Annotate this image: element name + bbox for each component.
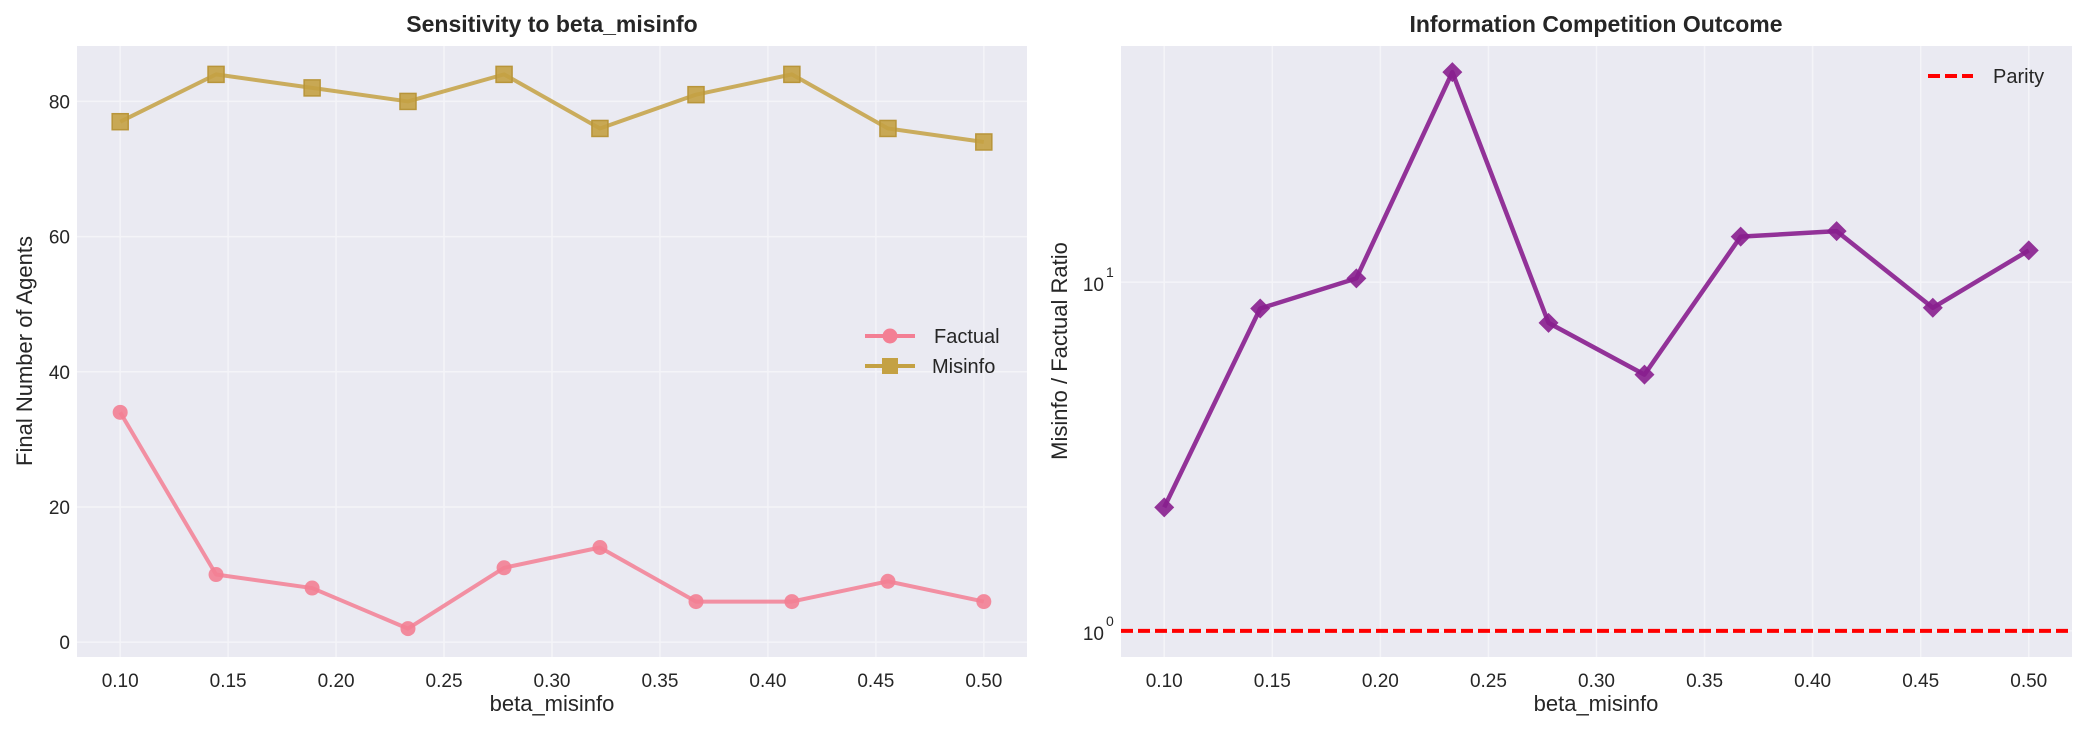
legend-item-factual: Factual bbox=[865, 326, 1000, 348]
data-point bbox=[1826, 221, 1847, 242]
y-tick-label: 40 bbox=[49, 363, 70, 384]
data-point bbox=[304, 580, 320, 596]
y-tick-exponent: 0 bbox=[1106, 613, 1114, 629]
data-point bbox=[1634, 364, 1655, 385]
right-grid bbox=[1121, 46, 2072, 657]
data-point bbox=[1442, 62, 1463, 83]
right-series bbox=[1154, 62, 2039, 518]
data-point bbox=[687, 85, 705, 104]
series-line-misinfo bbox=[119, 72, 985, 144]
left-y-axis-label: Final Number of Agents bbox=[12, 236, 37, 466]
right-legend: Parity bbox=[1928, 66, 2044, 88]
square-marker-icon bbox=[882, 358, 898, 374]
data-point bbox=[208, 567, 224, 583]
data-point bbox=[1250, 298, 1271, 319]
left-x-ticks: 0.10 0.15 0.20 0.25 0.30 0.35 0.40 0.45 0.50 bbox=[102, 671, 1003, 692]
data-point bbox=[400, 621, 416, 637]
legend-label-parity: Parity bbox=[1993, 66, 2044, 88]
x-tick-label: 0.45 bbox=[1902, 671, 1939, 692]
data-point bbox=[2018, 240, 2039, 261]
data-point bbox=[496, 560, 512, 576]
data-point bbox=[688, 594, 704, 610]
data-point bbox=[111, 112, 129, 131]
y-tick-label: 10 bbox=[1083, 624, 1104, 645]
legend-label-misinfo: Misinfo bbox=[932, 356, 995, 378]
x-tick-label: 0.20 bbox=[318, 671, 355, 692]
y-tick-label: 20 bbox=[49, 498, 70, 519]
right-chart-title: Information Competition Outcome bbox=[1409, 11, 1782, 37]
y-tick-label: 0 bbox=[59, 633, 70, 654]
right-y-axis-label: Misinfo / Factual Ratio bbox=[1047, 242, 1072, 460]
x-tick-label: 0.30 bbox=[1578, 671, 1615, 692]
y-tick-label: 80 bbox=[49, 92, 70, 113]
x-tick-label: 0.50 bbox=[965, 671, 1002, 692]
x-tick-label: 0.35 bbox=[641, 671, 678, 692]
left-legend: Factual Misinfo bbox=[865, 326, 1000, 378]
data-point bbox=[592, 540, 608, 556]
data-point bbox=[495, 65, 513, 84]
y-tick-label: 10 bbox=[1083, 275, 1104, 296]
data-point bbox=[880, 573, 896, 589]
x-tick-label: 0.30 bbox=[534, 671, 571, 692]
y-tick-label: 60 bbox=[49, 228, 70, 249]
data-point bbox=[1538, 312, 1559, 333]
data-point bbox=[207, 65, 225, 84]
x-tick-label: 0.50 bbox=[2010, 671, 2047, 692]
x-tick-label: 0.40 bbox=[749, 671, 786, 692]
x-tick-label: 0.15 bbox=[210, 671, 247, 692]
data-point bbox=[1154, 497, 1175, 518]
left-chart: 0.10 0.15 0.20 0.25 0.30 0.35 0.40 0.45 0.50 0 20… bbox=[12, 11, 1027, 716]
data-point bbox=[112, 404, 128, 420]
series-line-factual bbox=[118, 411, 985, 631]
series-line-ratio bbox=[1162, 69, 2030, 509]
data-point bbox=[1730, 226, 1751, 247]
left-chart-title: Sensitivity to beta_misinfo bbox=[406, 11, 697, 37]
x-tick-label: 0.25 bbox=[426, 671, 463, 692]
right-x-ticks: 0.10 0.15 0.20 0.25 0.30 0.35 0.40 0.45 0.50 bbox=[1146, 671, 2048, 692]
data-point bbox=[879, 119, 897, 138]
data-point bbox=[976, 594, 992, 610]
left-series bbox=[111, 65, 993, 637]
data-point bbox=[591, 119, 609, 138]
x-tick-label: 0.10 bbox=[1146, 671, 1183, 692]
data-point bbox=[1922, 297, 1943, 318]
data-point bbox=[975, 133, 993, 151]
x-tick-label: 0.20 bbox=[1362, 671, 1399, 692]
x-tick-label: 0.45 bbox=[857, 671, 894, 692]
x-tick-label: 0.15 bbox=[1254, 671, 1291, 692]
left-x-axis-label: beta_misinfo bbox=[490, 691, 615, 716]
x-tick-label: 0.25 bbox=[1470, 671, 1507, 692]
data-point bbox=[303, 79, 321, 97]
y-tick-exponent: 1 bbox=[1106, 264, 1114, 280]
legend-item-misinfo: Misinfo bbox=[865, 356, 995, 378]
legend-label-factual: Factual bbox=[934, 326, 1000, 348]
data-point bbox=[399, 92, 417, 111]
data-point bbox=[1346, 268, 1367, 289]
x-tick-label: 0.35 bbox=[1686, 671, 1723, 692]
data-point bbox=[784, 594, 800, 610]
left-y-ticks: 0 20 40 60 80 bbox=[49, 92, 70, 654]
x-tick-label: 0.40 bbox=[1794, 671, 1831, 692]
data-point bbox=[783, 65, 801, 84]
right-x-axis-label: beta_misinfo bbox=[1534, 691, 1659, 716]
circle-marker-icon bbox=[882, 328, 898, 344]
right-chart: 0.10 0.15 0.20 0.25 0.30 0.35 0.40 0.45 0.50 100… bbox=[1047, 11, 2072, 716]
x-tick-label: 0.10 bbox=[102, 671, 139, 692]
